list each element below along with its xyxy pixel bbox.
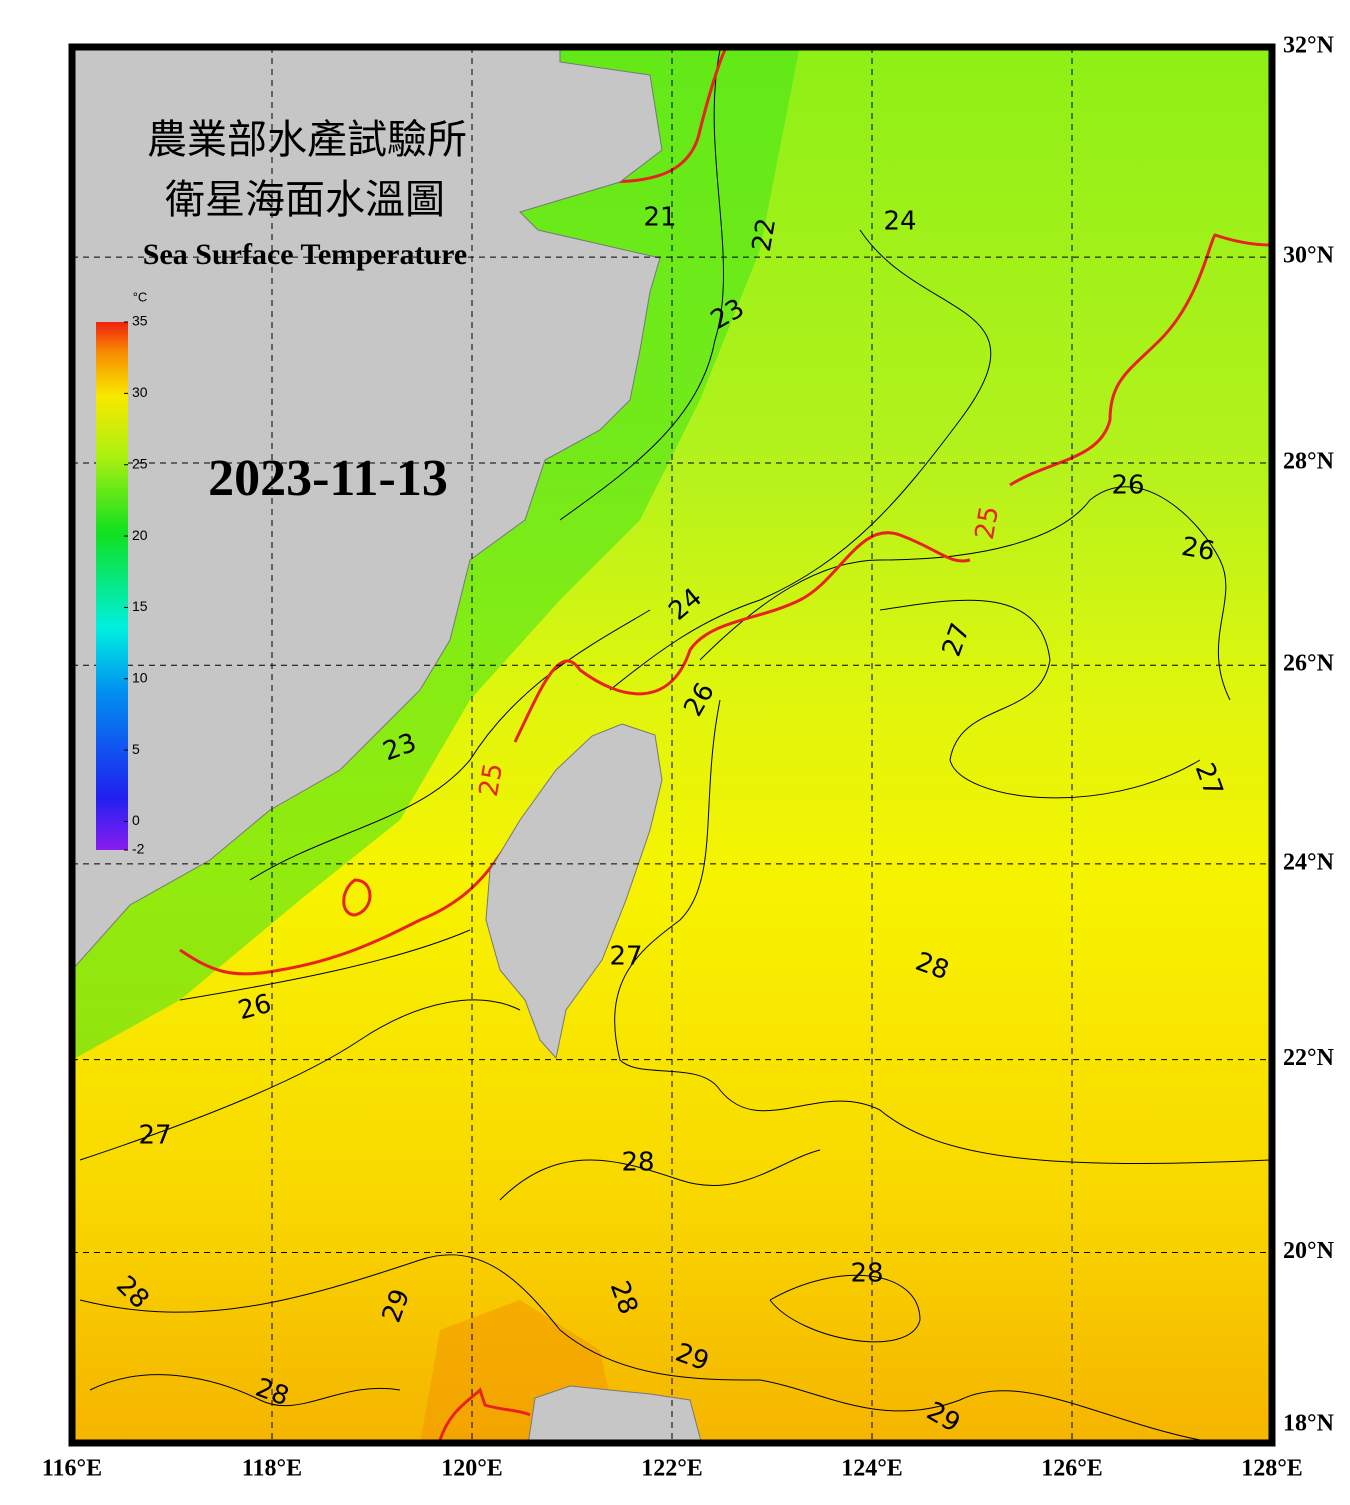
contour-label: 28 <box>850 1259 883 1289</box>
lon-label: 124°E <box>841 1456 903 1482</box>
colorbar-tick-label: -2 <box>132 841 145 857</box>
contour-label: 27 <box>609 942 642 972</box>
contour-label: 21 <box>643 203 676 233</box>
title-en: Sea Surface Temperature <box>143 238 467 271</box>
colorbar-tick-label: 10 <box>132 669 148 685</box>
isotherm <box>79 1254 1201 1441</box>
isotherm <box>79 999 521 1161</box>
luzon <box>527 1385 702 1443</box>
isotherm <box>499 1149 821 1201</box>
mainland-china <box>72 47 663 971</box>
isotherm <box>699 486 1231 701</box>
contour-label: 28 <box>621 1148 654 1178</box>
isotherm <box>179 929 471 1001</box>
isotherm <box>609 229 992 691</box>
map-frame <box>68 43 1276 1447</box>
colorbar <box>96 322 128 850</box>
isotherm <box>249 609 651 881</box>
title-zh: 衛星海面水溫圖 <box>165 177 445 223</box>
isotherm-highlight <box>1009 233 1271 487</box>
isotherm-highlight <box>599 49 727 184</box>
isotherm <box>879 599 1201 799</box>
lat-label: 28°N <box>1283 449 1335 475</box>
isotherm-highlight <box>513 531 971 743</box>
isotherm <box>769 1274 921 1343</box>
lon-label: 118°E <box>242 1456 302 1482</box>
graticule <box>72 47 1272 1443</box>
taiwan <box>485 723 663 1060</box>
lat-label: 20°N <box>1283 1238 1335 1264</box>
colorbar-tick-label: 20 <box>132 527 148 543</box>
contour-label: 26 <box>1111 471 1144 501</box>
lon-label: 128°E <box>1241 1456 1303 1482</box>
contour-label: 25 <box>474 761 509 799</box>
isotherm-highlight <box>342 878 372 917</box>
contour-label: 25 <box>970 504 1005 542</box>
lat-label: 22°N <box>1283 1045 1335 1071</box>
colorbar-ticks: -2 0 5 10 15 20 25 30 35 <box>124 313 148 857</box>
colorbar-tick-label: 25 <box>132 455 148 471</box>
date: 2023-11-13 <box>208 450 448 507</box>
lat-label: 32°N <box>1283 33 1335 59</box>
isotherm <box>614 699 1271 1164</box>
title-zh: 農業部水產試驗所 <box>147 117 467 163</box>
axes: 116°E 118°E 120°E 122°E 124°E 126°E 128°E 32°N 3… <box>42 33 1335 1482</box>
colorbar-unit: °C <box>133 289 148 304</box>
lat-label: 18°N <box>1283 1411 1335 1437</box>
isotherm-highlight <box>438 1387 531 1441</box>
contour-label: 26 <box>1179 532 1217 567</box>
lon-label: 116°E <box>42 1456 102 1482</box>
colorbar-tick-label: 0 <box>132 812 140 828</box>
lon-label: 122°E <box>641 1456 703 1482</box>
lon-label: 126°E <box>1041 1456 1103 1482</box>
colorbar-tick-label: 35 <box>132 313 148 329</box>
contour-label: 24 <box>883 207 916 237</box>
lat-label: 24°N <box>1283 849 1335 875</box>
contour-label: 22 <box>747 216 782 254</box>
colorbar-tick-label: 5 <box>132 741 140 757</box>
lat-label: 30°N <box>1283 243 1335 269</box>
isotherm-highlight <box>179 839 512 976</box>
colorbar-tick-label: 30 <box>132 384 148 400</box>
contour-label: 27 <box>138 1121 171 1151</box>
isotherm <box>89 1374 401 1407</box>
lat-label: 26°N <box>1283 651 1335 677</box>
colorbar-tick-label: 15 <box>132 598 148 614</box>
lon-label: 120°E <box>441 1456 503 1482</box>
isotherm <box>559 49 724 521</box>
